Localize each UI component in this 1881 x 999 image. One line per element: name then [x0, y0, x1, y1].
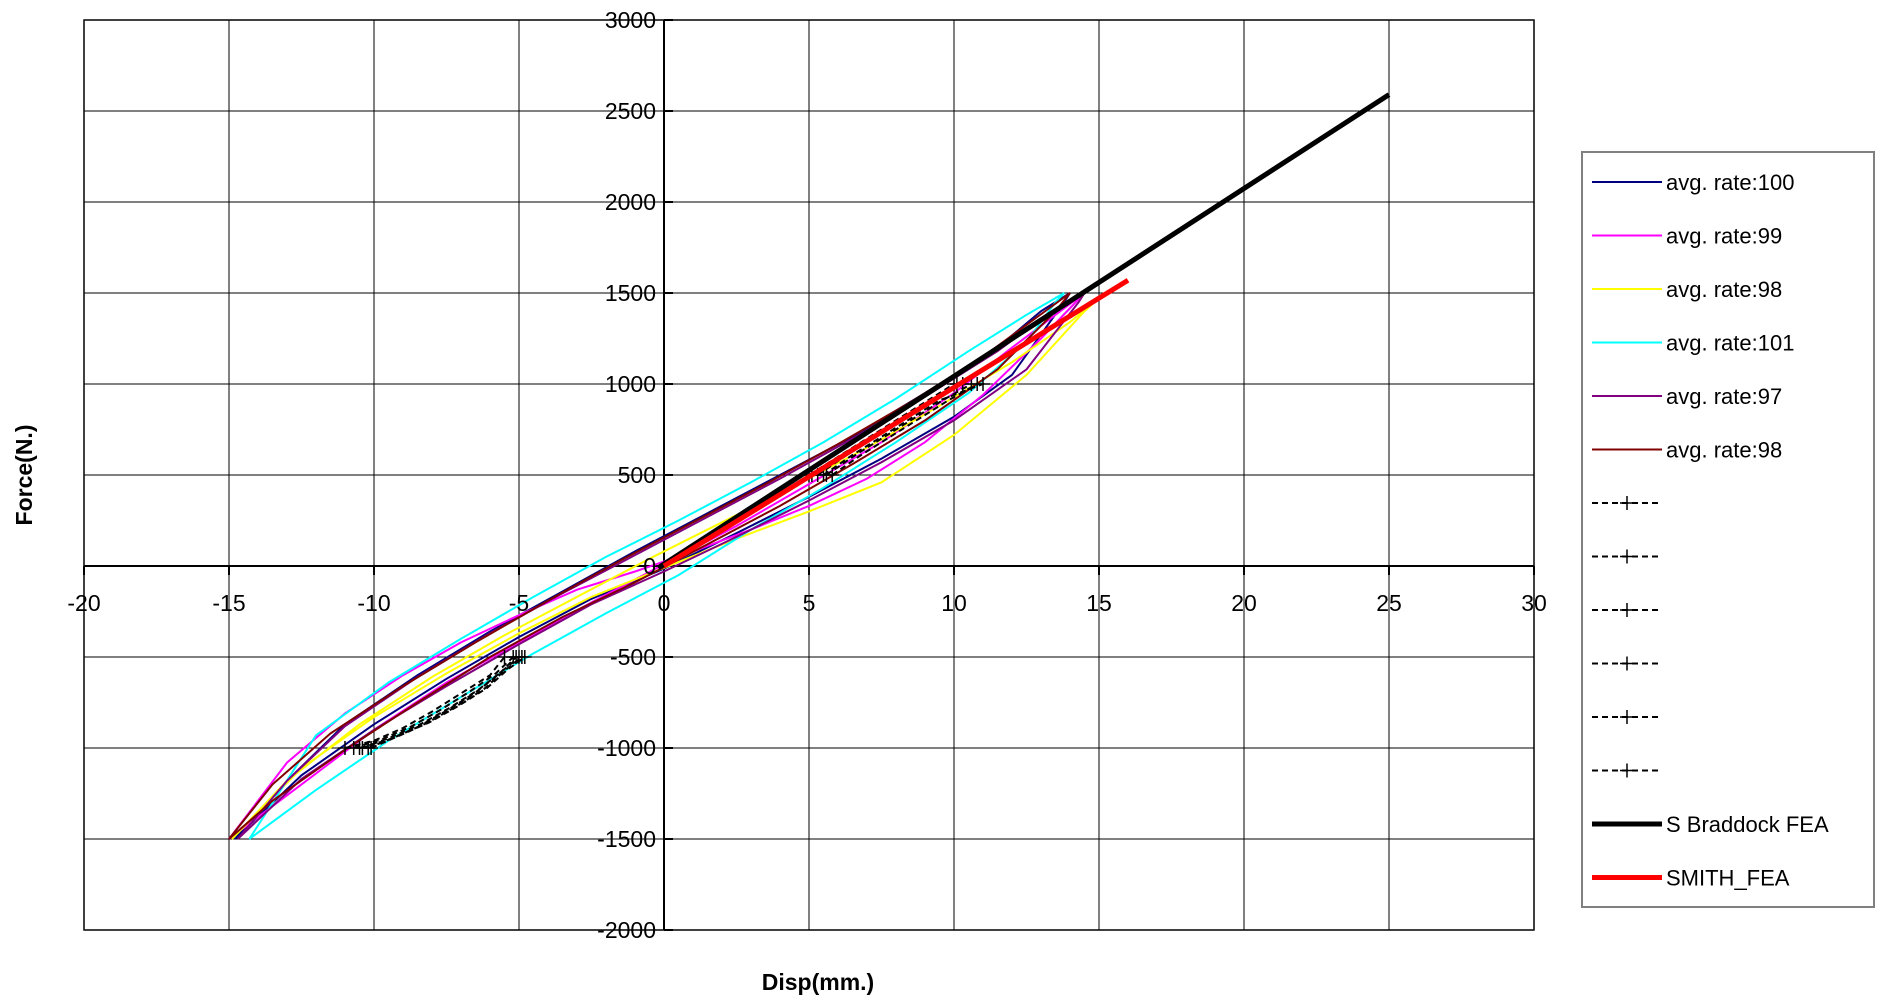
y-tick-label: 500 [618, 462, 656, 488]
legend-item [1592, 603, 1662, 617]
series-line [822, 383, 984, 476]
legend-item [1592, 549, 1662, 564]
legend-item [1592, 710, 1662, 724]
series-line [367, 656, 523, 749]
series-line [362, 656, 520, 749]
x-tick-label: -5 [509, 590, 529, 616]
series-11 [361, 377, 990, 755]
legend-item: SMITH_FEA [1592, 866, 1790, 891]
y-tick-label: 3000 [605, 7, 656, 33]
legend-label: avg. rate:98 [1666, 438, 1782, 463]
legend-label: avg. rate:99 [1666, 224, 1782, 249]
y-tick-label: 2000 [605, 189, 656, 215]
legend-item: avg. rate:98 [1592, 277, 1782, 302]
y-tick-label: 0 [643, 553, 656, 579]
x-tick-label: 0 [658, 590, 671, 616]
legend: avg. rate:100 avg. rate:99 avg. rate:98 avg… [1581, 151, 1875, 908]
legend-label: avg. rate:101 [1666, 331, 1794, 356]
y-tick-label: 1000 [605, 371, 656, 397]
y-tick-label: 1500 [605, 280, 656, 306]
legend-item [1592, 496, 1662, 510]
series-line [662, 278, 1130, 569]
y-tick-label: -1000 [597, 735, 656, 761]
series-group [228, 92, 1391, 840]
x-tick-label: -10 [357, 590, 390, 616]
legend-label: avg. rate:98 [1666, 277, 1782, 302]
legend-item: avg. rate:98 [1592, 438, 1782, 463]
legend-items: avg. rate:100 avg. rate:99 avg. rate:98 avg… [1592, 170, 1829, 891]
series-line [248, 292, 1065, 840]
legend-item [1592, 656, 1662, 671]
y-tick-label: 2500 [605, 98, 656, 124]
series-line [228, 292, 1071, 840]
legend-box [1581, 151, 1875, 908]
legend-item: S Braddock FEA [1592, 812, 1829, 837]
x-axis-title: Disp(mm.) [762, 969, 874, 995]
series-line [825, 383, 972, 476]
x-tick-label: 5 [803, 590, 816, 616]
x-tick-label: 10 [941, 590, 967, 616]
series-3 [248, 292, 1065, 840]
legend-label: S Braddock FEA [1666, 812, 1829, 837]
legend-item: avg. rate:101 [1592, 331, 1794, 356]
x-tick-label: 25 [1376, 590, 1402, 616]
axes [83, 19, 1535, 931]
series-line [831, 383, 978, 476]
series-5 [228, 292, 1071, 840]
tick-labels: -20 -15 -10 -5 0 5 10 15 20 25 30 3000 2500 2000 1500 1… [67, 7, 1546, 943]
y-tick-label: -1500 [597, 826, 656, 852]
x-tick-label: 15 [1086, 590, 1112, 616]
x-tick-label: -15 [212, 590, 245, 616]
x-tick-label: 20 [1231, 590, 1257, 616]
legend-label: avg. rate:100 [1666, 170, 1794, 195]
series-12 [656, 92, 1391, 570]
series-line [656, 92, 1391, 570]
series-line [353, 656, 514, 749]
x-tick-label: 30 [1521, 590, 1547, 616]
series-13 [662, 278, 1130, 569]
legend-label: avg. rate:97 [1666, 384, 1782, 409]
legend-item: avg. rate:100 [1592, 170, 1794, 195]
series-line [344, 656, 506, 749]
legend-label: SMITH_FEA [1666, 866, 1790, 891]
legend-item [1592, 763, 1662, 778]
y-tick-label: -2000 [597, 917, 656, 943]
y-axis-title: Force(N.) [11, 425, 37, 526]
legend-item: avg. rate:99 [1592, 224, 1782, 249]
legend-item: avg. rate:97 [1592, 384, 1782, 409]
y-tick-label: -500 [610, 644, 656, 670]
x-tick-label: -20 [67, 590, 100, 616]
